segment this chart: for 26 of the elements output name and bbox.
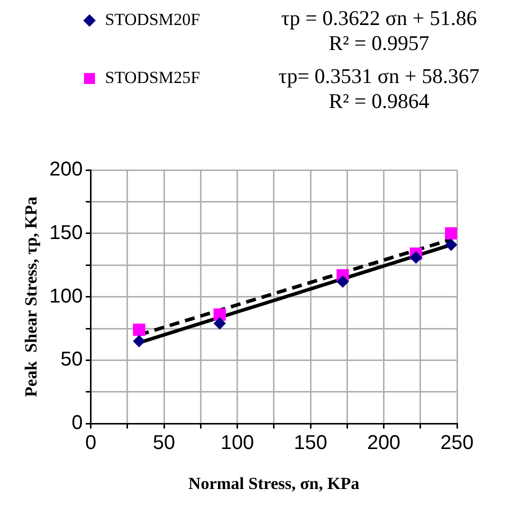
point xyxy=(214,308,226,321)
y-tick-label: 0 xyxy=(72,412,83,434)
text: R² = 0.9864 xyxy=(328,89,430,114)
point xyxy=(445,238,457,251)
x-tick-label: 250 xyxy=(440,432,474,454)
point xyxy=(132,324,146,336)
point xyxy=(214,317,226,330)
y-tick-label: 50 xyxy=(60,348,83,371)
text: τp = 0.3622 σn + 51.86 xyxy=(280,6,478,31)
x-tick-label: 150 xyxy=(294,432,328,454)
y-tick-label: 200 xyxy=(49,158,83,181)
point xyxy=(444,227,457,240)
x-axis-title: Normal Stress, σn, KPa xyxy=(188,474,360,494)
x-tick-label: 200 xyxy=(367,432,400,454)
y-tick-label: 150 xyxy=(49,222,83,244)
point xyxy=(336,276,349,288)
text: τp= 0.3531 σn + 58.367 xyxy=(278,64,480,89)
y-axis-title: Peak Shear Stress, τp, KPa xyxy=(22,196,41,397)
legend-label: STODSM25F xyxy=(105,68,200,88)
y-tick-label: 100 xyxy=(49,285,83,308)
x-tick-label: 100 xyxy=(220,432,254,454)
legend-label: STODSM20F xyxy=(105,10,200,30)
x-tick-label: 50 xyxy=(152,432,176,454)
point xyxy=(133,335,146,348)
text: R² = 0.9957 xyxy=(328,31,430,56)
point xyxy=(410,251,422,264)
